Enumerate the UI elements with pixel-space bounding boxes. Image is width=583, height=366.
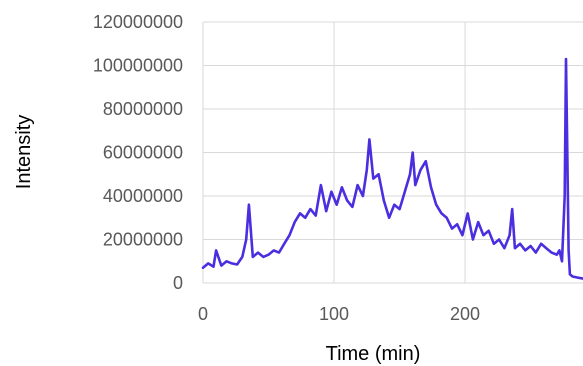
x-axis-title: Time (min): [326, 343, 421, 365]
y-tick-label: 0: [173, 273, 183, 293]
x-tick-label: 0: [198, 304, 208, 324]
y-tick-label: 80000000: [103, 99, 183, 119]
x-tick-label: 100: [319, 304, 349, 324]
plot-area: [201, 57, 583, 280]
y-tick-label: 20000000: [103, 230, 183, 250]
y-axis-ticks: 0 20000000 40000000 60000000 80000000 1000000…: [93, 12, 183, 293]
y-tick-label: 100000000: [93, 56, 183, 76]
y-axis-title: Intensity: [13, 115, 35, 189]
y-tick-label: 60000000: [103, 143, 183, 163]
x-tick-label: 200: [450, 304, 480, 324]
y-tick-label: 120000000: [93, 12, 183, 32]
grid: [202, 21, 583, 284]
x-axis-ticks: 0 100 200: [198, 304, 480, 324]
y-tick-label: 40000000: [103, 186, 183, 206]
series-line: [201, 57, 583, 280]
